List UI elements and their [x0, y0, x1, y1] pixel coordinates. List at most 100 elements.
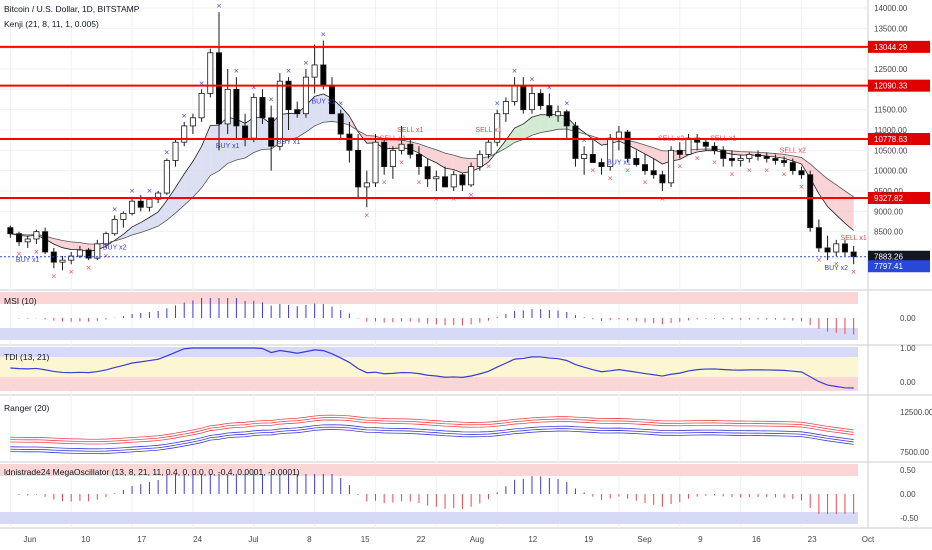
- candle: [546, 93, 553, 118]
- candle: [207, 48, 214, 98]
- candle: [76, 245, 83, 259]
- band-segment: [844, 190, 854, 231]
- candle: [850, 245, 857, 265]
- candle-body: [181, 125, 188, 143]
- ranger-tick-top: 12500.00: [900, 408, 932, 417]
- candle-body: [242, 125, 249, 139]
- candle: [676, 142, 683, 159]
- band-segment: [140, 217, 150, 233]
- candle: [102, 231, 109, 248]
- candle-body: [137, 200, 144, 208]
- candle-body: [259, 97, 266, 119]
- candle-body: [720, 149, 727, 159]
- band-segment: [645, 144, 654, 159]
- candle: [329, 77, 336, 115]
- candle: [702, 138, 709, 151]
- buy-x-marker: ×: [494, 100, 500, 108]
- candle: [85, 247, 92, 261]
- msi-upper-zone: [0, 292, 858, 304]
- candle-body: [68, 255, 75, 261]
- indicator-label[interactable]: Kenji (21, 8, 11, 1, 0.005): [4, 19, 99, 29]
- candles: [7, 12, 857, 271]
- buy-x-marker: ×: [181, 112, 187, 120]
- band-segment: [436, 149, 446, 169]
- candle: [163, 158, 170, 196]
- price-tick-label: 8500.00: [874, 228, 903, 237]
- ranger-band-line: [10, 414, 854, 440]
- candle: [755, 150, 762, 161]
- band-segment: [192, 146, 202, 198]
- tdi-tick-top: 1.00: [900, 344, 916, 353]
- candle-body: [807, 174, 814, 229]
- candle-body: [668, 149, 675, 184]
- candle-body: [737, 158, 744, 161]
- megaoscillator-label[interactable]: ldnistrade24 MegaOscillator (13, 8, 21, …: [4, 467, 300, 477]
- candle: [711, 142, 718, 155]
- ranger-band-line: [10, 417, 854, 443]
- candle-body: [363, 182, 370, 188]
- time-axis-label: 10: [81, 535, 90, 544]
- sell-x-marker: ×: [416, 179, 422, 187]
- candle: [389, 146, 396, 179]
- time-axis-label: Jun: [24, 535, 37, 544]
- buy-x-marker: ×: [164, 148, 170, 156]
- candle-body: [215, 52, 223, 125]
- candle: [494, 109, 501, 147]
- candle: [146, 197, 153, 212]
- buy-signal-label: BUY x1: [277, 139, 301, 146]
- band-segment: [62, 240, 72, 250]
- buy-signal-label: BUY x1: [607, 159, 631, 166]
- candle-body: [155, 192, 162, 200]
- candle: [111, 215, 118, 236]
- candle: [746, 152, 753, 163]
- candle-body: [372, 141, 379, 184]
- candle-body: [42, 231, 49, 253]
- tdi-upper-zone: [0, 347, 858, 357]
- candle: [459, 172, 466, 191]
- candle-body: [129, 200, 136, 214]
- candle: [33, 229, 40, 244]
- tdi-label[interactable]: TDI (13, 21): [4, 352, 50, 362]
- candle: [650, 158, 657, 179]
- time-axis-label: 19: [584, 535, 593, 544]
- ranger-label[interactable]: Ranger (20): [4, 403, 50, 413]
- buy-x-marker: ×: [338, 100, 344, 108]
- symbol-title[interactable]: Bitcoin / U.S. Dollar, 1D, BITSTAMP: [4, 4, 140, 14]
- time-axis: Jun 10 17 24 Jul 8 15 22 Aug 12 19 Sep 9 16 23 Oct: [24, 535, 875, 544]
- resistance-levels: 13044.29 12090.33 10778.63 9327.82 7883.2677…: [0, 40, 930, 273]
- resistance-price-label: 13044.29: [874, 43, 908, 52]
- sell-x-marker: ×: [799, 183, 805, 191]
- time-axis-label: 23: [808, 535, 817, 544]
- marker-price-label: 7797.41: [874, 262, 903, 271]
- indicator-band: [10, 93, 854, 252]
- mega-tick: 0.50: [900, 466, 916, 475]
- candle-body: [346, 133, 353, 151]
- band-segment: [227, 117, 237, 164]
- price-tick-label: 11500.00: [874, 106, 907, 115]
- buy-x-marker: ×: [268, 96, 274, 104]
- band-segment: [836, 184, 845, 224]
- candle-body: [320, 64, 327, 86]
- candle: [772, 154, 779, 165]
- candle-body: [442, 176, 449, 188]
- candle: [468, 162, 475, 187]
- candle-body: [389, 149, 396, 167]
- candle: [720, 146, 727, 167]
- candle-body: [59, 259, 66, 263]
- candle-body: [381, 141, 388, 167]
- candle-body: [833, 243, 840, 253]
- sell-x-marker: ×: [33, 248, 39, 256]
- ranger-band-line: [10, 424, 854, 450]
- last-price-tag: [868, 250, 930, 263]
- candle: [68, 252, 75, 265]
- candle: [433, 170, 440, 191]
- msi-label[interactable]: MSI (10): [4, 296, 37, 306]
- price-axis: 14000.00 13500.00 12500.00 11500.00 11000.00…: [874, 4, 908, 237]
- buy-x-marker: ×: [581, 136, 587, 144]
- resistance-price-label: 12090.33: [874, 82, 908, 91]
- candle: [537, 89, 544, 110]
- candle-body: [572, 125, 579, 159]
- candle-body: [598, 162, 605, 168]
- candle-body: [772, 158, 779, 161]
- candle-body: [76, 249, 83, 257]
